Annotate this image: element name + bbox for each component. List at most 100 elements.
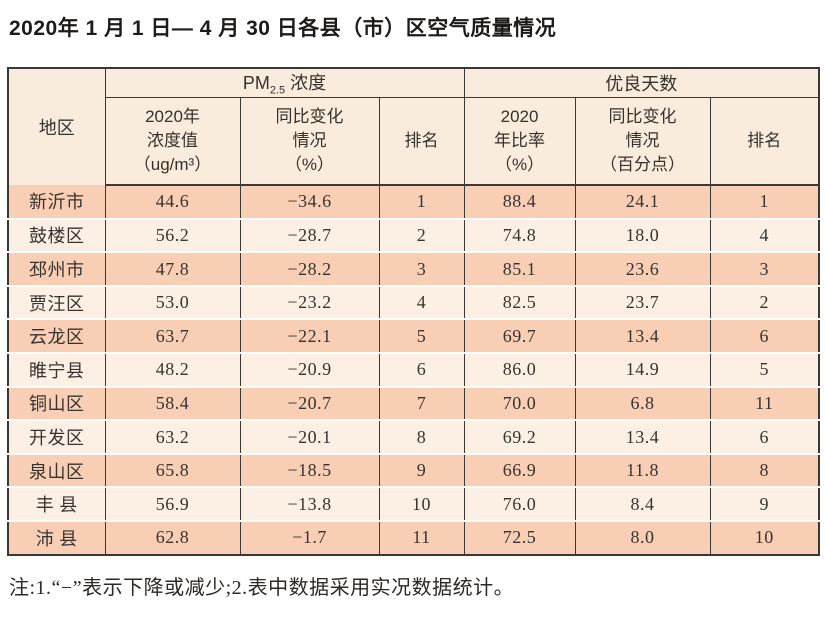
table-row: 开发区 63.2 −20.1 8 69.2 13.4 6	[7, 419, 820, 454]
col-header-good-change: 同比变化 情况 （百分点）	[574, 97, 711, 187]
good-ratio-cell: 72.5	[463, 520, 576, 555]
region-cell: 邳州市	[7, 251, 106, 286]
pm-change-cell: −20.9	[239, 352, 380, 387]
good-change-cell: 23.6	[574, 251, 711, 286]
pm-change-cell: −1.7	[239, 520, 380, 555]
good-rank-cell: 6	[709, 318, 820, 354]
pm-value-cell: 63.2	[104, 419, 241, 454]
col-header-region: 地区	[7, 68, 106, 186]
pm-change-cell: −13.8	[239, 486, 380, 522]
pm-change-cell: −34.6	[239, 185, 380, 219]
pm-change-cell: −20.7	[239, 385, 380, 421]
region-cell: 鼓楼区	[7, 217, 106, 253]
pm-value-cell: 47.8	[104, 251, 241, 286]
region-cell: 泉山区	[7, 452, 106, 488]
pm-change-cell: −28.2	[239, 251, 380, 286]
pm-rank-cell: 3	[378, 251, 465, 286]
good-ratio-cell: 66.9	[463, 452, 576, 488]
good-rank-cell: 6	[709, 419, 820, 454]
region-cell: 沛 县	[7, 520, 106, 555]
table-row: 鼓楼区 56.2 −28.7 2 74.8 18.0 4	[7, 217, 820, 253]
pm-value-cell: 48.2	[104, 352, 241, 387]
pm-rank-cell: 6	[378, 352, 465, 387]
pm-value-cell: 56.9	[104, 486, 241, 522]
table-row: 泉山区 65.8 −18.5 9 66.9 11.8 8	[7, 452, 820, 488]
good-ratio-cell: 88.4	[463, 185, 576, 219]
pm-value-cell: 56.2	[104, 217, 241, 253]
table-row: 铜山区 58.4 −20.7 7 70.0 6.8 11	[7, 385, 820, 421]
pm-label-suffix: 浓度	[285, 73, 327, 93]
footnote: 注:1.“−”表示下降或减少;2.表中数据采用实况数据统计。	[9, 576, 515, 599]
pm-value-cell: 63.7	[104, 318, 241, 354]
pm-subscript: 2.5	[269, 84, 286, 97]
region-cell: 睢宁县	[7, 352, 106, 387]
pm-value-cell: 62.8	[104, 520, 241, 555]
pm-rank-cell: 5	[378, 318, 465, 354]
pm-value-cell: 53.0	[104, 284, 241, 320]
table-row: 邳州市 47.8 −28.2 3 85.1 23.6 3	[7, 251, 820, 286]
good-change-cell: 13.4	[574, 419, 711, 454]
good-rank-cell: 10	[709, 520, 820, 555]
table-row: 丰 县 56.9 −13.8 10 76.0 8.4 9	[7, 486, 820, 522]
good-ratio-cell: 70.0	[463, 385, 576, 421]
good-change-cell: 11.8	[574, 452, 711, 488]
good-change-cell: 18.0	[574, 217, 711, 253]
good-ratio-cell: 74.8	[463, 217, 576, 253]
pm-rank-cell: 1	[378, 185, 465, 219]
good-ratio-cell: 69.7	[463, 318, 576, 354]
good-ratio-cell: 76.0	[463, 486, 576, 522]
col-header-pm-rank: 排名	[378, 97, 465, 187]
pm-rank-cell: 8	[378, 419, 465, 454]
good-ratio-cell: 82.5	[463, 284, 576, 320]
table-row: 睢宁县 48.2 −20.9 6 86.0 14.9 5	[7, 352, 820, 387]
good-rank-cell: 1	[709, 185, 820, 219]
table-body: 新沂市 44.6 −34.6 1 88.4 24.1 1 鼓楼区 56.2 −2…	[7, 185, 820, 555]
table-row: 贾汪区 53.0 −23.2 4 82.5 23.7 2	[7, 284, 820, 320]
good-change-cell: 24.1	[574, 185, 711, 219]
pm-rank-cell: 2	[378, 217, 465, 253]
page-title: 2020年 1 月 1 日— 4 月 30 日各县（市）区空气质量情况	[9, 17, 557, 40]
good-change-cell: 23.7	[574, 284, 711, 320]
pm-rank-cell: 7	[378, 385, 465, 421]
page: 2020年 1 月 1 日— 4 月 30 日各县（市）区空气质量情况 地区 P…	[7, 17, 821, 599]
pm-change-cell: −20.1	[239, 419, 380, 454]
col-header-pm-value: 2020年 浓度值 （ug/m³）	[104, 97, 241, 187]
col-header-pm-change: 同比变化 情况 （%）	[239, 97, 380, 187]
good-rank-cell: 9	[709, 486, 820, 522]
good-change-cell: 6.8	[574, 385, 711, 421]
pm-change-cell: −18.5	[239, 452, 380, 488]
pm-rank-cell: 10	[378, 486, 465, 522]
good-rank-cell: 2	[709, 284, 820, 320]
pm-change-cell: −22.1	[239, 318, 380, 354]
col-group-good-days: 优良天数	[463, 68, 820, 98]
region-cell: 开发区	[7, 419, 106, 454]
region-cell: 新沂市	[7, 185, 106, 219]
region-cell: 丰 县	[7, 486, 106, 522]
good-rank-cell: 11	[709, 385, 820, 421]
good-rank-cell: 4	[709, 217, 820, 253]
good-rank-cell: 5	[709, 352, 820, 387]
good-change-cell: 14.9	[574, 352, 711, 387]
col-header-good-ratio: 2020 年比率 （%）	[463, 97, 576, 187]
sub-header-row: 2020年 浓度值 （ug/m³） 同比变化 情况 （%） 排名 2020 年比…	[8, 97, 820, 187]
pm-value-cell: 65.8	[104, 452, 241, 488]
good-rank-cell: 3	[709, 251, 820, 286]
region-cell: 云龙区	[7, 318, 106, 354]
region-cell: 铜山区	[7, 385, 106, 421]
group-header-row: 地区 PM2.5 浓度 优良天数	[7, 68, 820, 186]
pm-label: PM	[242, 73, 270, 93]
table-row: 新沂市 44.6 −34.6 1 88.4 24.1 1	[7, 185, 820, 219]
table-row: 沛 县 62.8 −1.7 11 72.5 8.0 10	[7, 520, 820, 555]
pm-rank-cell: 4	[378, 284, 465, 320]
pm-value-cell: 44.6	[104, 185, 241, 219]
good-ratio-cell: 86.0	[463, 352, 576, 387]
col-header-good-rank: 排名	[709, 97, 820, 187]
pm-rank-cell: 11	[378, 520, 465, 555]
good-change-cell: 8.4	[574, 486, 711, 522]
good-ratio-cell: 69.2	[463, 419, 576, 454]
table-row: 云龙区 63.7 −22.1 5 69.7 13.4 6	[7, 318, 820, 354]
region-cell: 贾汪区	[7, 284, 106, 320]
pm-rank-cell: 9	[378, 452, 465, 488]
good-change-cell: 13.4	[574, 318, 711, 354]
pm-value-cell: 58.4	[104, 385, 241, 421]
